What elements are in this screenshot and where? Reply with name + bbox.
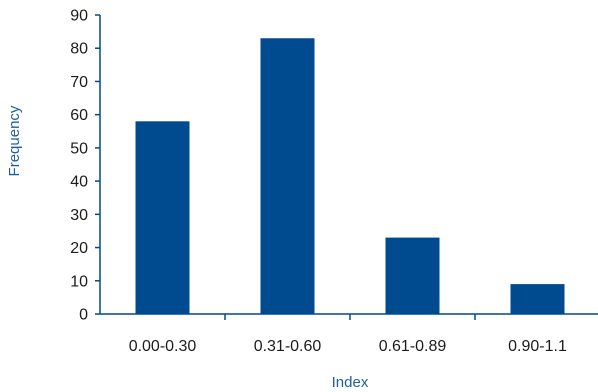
y-tick-label: 60 bbox=[70, 107, 88, 124]
bar-0.61-0.89 bbox=[385, 237, 440, 314]
x-tick-label: 0.00-0.30 bbox=[129, 338, 197, 355]
x-tick-label: 0.61-0.89 bbox=[379, 338, 447, 355]
y-axis-title: Frequency bbox=[6, 105, 23, 176]
y-tick-label: 70 bbox=[70, 74, 88, 91]
x-tick-label: 0.31-0.60 bbox=[254, 338, 322, 355]
x-axis-title: Index bbox=[332, 374, 369, 391]
y-tick-label: 0 bbox=[79, 307, 88, 324]
y-tick-label: 40 bbox=[70, 174, 88, 191]
y-ticks-group: 0 10 20 30 40 50 60 70 80 90 bbox=[70, 8, 100, 324]
bar-0.31-0.60 bbox=[260, 38, 315, 314]
y-tick-label: 90 bbox=[70, 8, 88, 25]
y-tick-label: 10 bbox=[70, 273, 88, 290]
bar-0.90-1.1 bbox=[510, 284, 565, 314]
x-tick-label: 0.90-1.1 bbox=[508, 338, 567, 355]
y-tick-label: 20 bbox=[70, 240, 88, 257]
y-tick-label: 30 bbox=[70, 207, 88, 224]
bars-group bbox=[135, 38, 565, 314]
bar-0.00-0.30 bbox=[135, 121, 190, 314]
x-ticks-group: 0.00-0.30 0.31-0.60 0.61-0.89 0.90-1.1 bbox=[129, 314, 567, 355]
y-tick-label: 80 bbox=[70, 41, 88, 58]
y-tick-label: 50 bbox=[70, 140, 88, 157]
